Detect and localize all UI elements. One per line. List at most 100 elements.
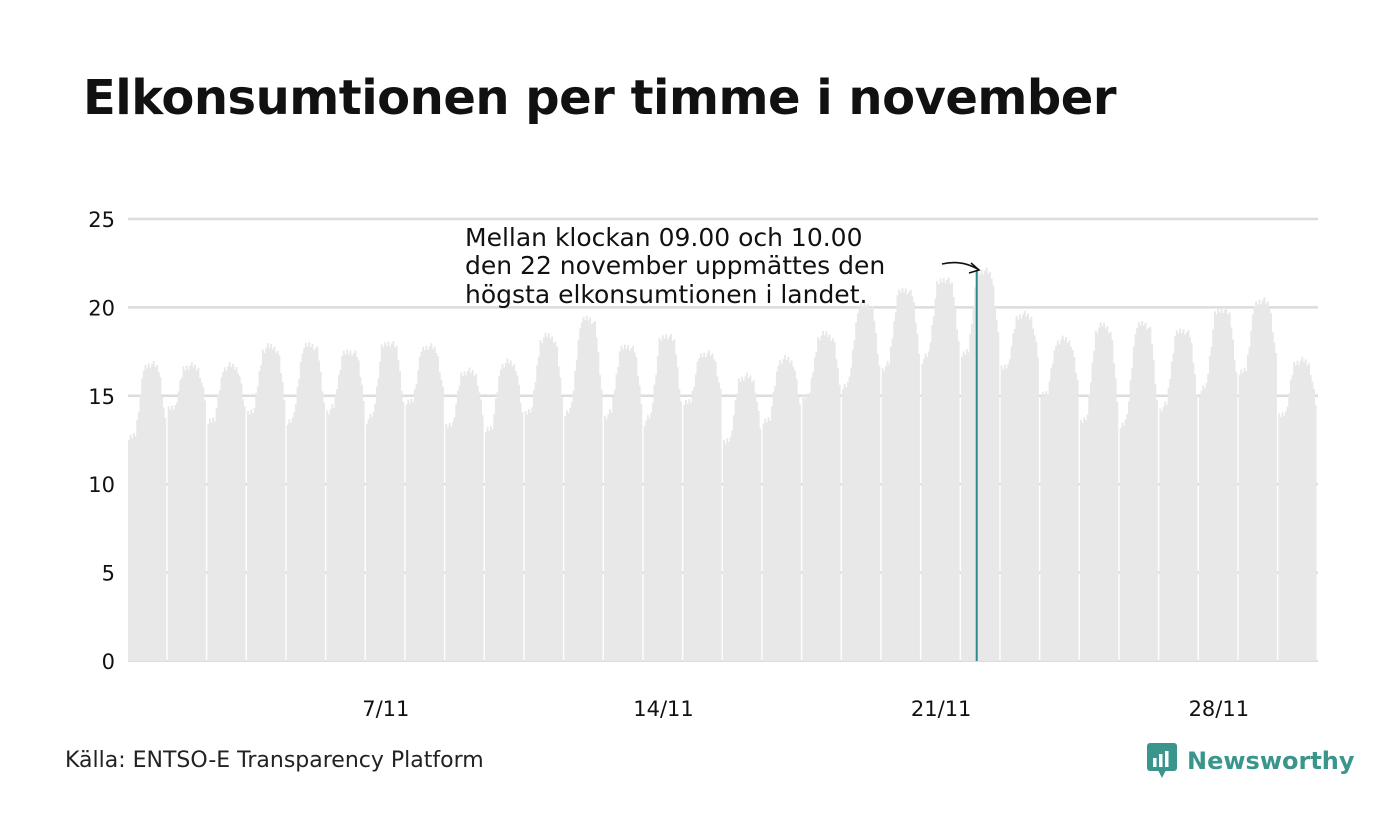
bar — [914, 322, 917, 661]
bar — [1232, 339, 1234, 661]
bar — [1189, 337, 1191, 661]
bar — [174, 405, 177, 661]
bar — [638, 385, 641, 661]
y-axis: 0 5 10 15 20 25 — [88, 208, 115, 674]
bar — [1245, 371, 1248, 661]
bar — [1241, 372, 1244, 661]
bar — [718, 382, 720, 661]
brand-name: Newsworthy — [1187, 747, 1355, 775]
bar — [1084, 420, 1087, 661]
bar — [152, 360, 155, 661]
bar — [151, 364, 154, 661]
bar — [846, 381, 849, 661]
bar — [146, 368, 149, 661]
bar — [283, 399, 286, 661]
bar — [1215, 314, 1218, 661]
bar — [1296, 360, 1299, 661]
bar — [175, 402, 178, 661]
bar — [556, 346, 558, 661]
bar — [1136, 328, 1139, 661]
bar — [627, 345, 630, 661]
bar — [680, 401, 682, 661]
bar — [131, 438, 134, 661]
bar — [407, 399, 410, 661]
bar — [1165, 404, 1168, 661]
bar — [504, 362, 507, 661]
bar — [217, 394, 220, 661]
bar — [613, 389, 616, 661]
bar — [595, 337, 598, 661]
bar — [1288, 393, 1291, 661]
bar — [1109, 331, 1112, 661]
bar — [876, 353, 879, 661]
bar — [289, 422, 292, 661]
bar — [194, 364, 197, 661]
bar — [521, 412, 524, 661]
bar — [696, 361, 699, 661]
bar — [903, 292, 906, 661]
bar — [415, 383, 418, 661]
bar — [751, 381, 753, 661]
bar — [881, 368, 884, 661]
bar — [805, 393, 808, 661]
bar — [628, 350, 631, 661]
bar — [514, 370, 517, 661]
bar — [956, 329, 958, 661]
bar — [853, 340, 856, 661]
bar — [827, 336, 830, 661]
bar — [653, 384, 656, 661]
bar — [600, 389, 603, 661]
bar — [1060, 339, 1063, 661]
bar — [729, 436, 732, 661]
bar — [585, 315, 588, 661]
bar — [190, 362, 193, 661]
bar — [349, 350, 352, 661]
bar — [476, 385, 479, 661]
bar — [1000, 365, 1003, 661]
bar — [303, 348, 306, 661]
bar — [787, 356, 790, 661]
bar — [916, 333, 919, 661]
bar — [622, 349, 625, 661]
bar — [1075, 372, 1077, 661]
bar — [232, 363, 235, 661]
bar — [519, 402, 522, 661]
bar — [666, 339, 669, 661]
bar — [341, 355, 344, 661]
bar — [736, 393, 739, 661]
bar — [1045, 391, 1048, 661]
bar — [989, 271, 991, 661]
bar — [891, 338, 894, 661]
bar — [389, 346, 392, 661]
y-tick-label: 0 — [102, 650, 115, 674]
bar — [830, 340, 833, 661]
bar — [308, 342, 311, 661]
bar — [531, 407, 534, 661]
bar — [1012, 333, 1015, 661]
bar — [1194, 374, 1196, 661]
bar — [1179, 328, 1182, 661]
bar — [1005, 368, 1008, 661]
bar — [280, 373, 282, 661]
bar — [1306, 365, 1309, 661]
bar — [1175, 330, 1178, 661]
bar — [1298, 364, 1301, 661]
bar — [1190, 343, 1193, 661]
bar — [417, 370, 420, 661]
bar — [298, 378, 301, 661]
bar — [384, 342, 387, 661]
bar — [1041, 392, 1044, 661]
bar — [676, 367, 679, 661]
bar — [1070, 346, 1072, 661]
bar — [177, 391, 180, 661]
bar — [549, 338, 552, 661]
bar — [359, 376, 362, 661]
bar — [1263, 297, 1266, 661]
bar — [1096, 333, 1099, 661]
bar — [825, 331, 828, 661]
bar — [270, 343, 273, 661]
bar — [964, 354, 967, 661]
bar — [422, 346, 425, 661]
bar — [759, 428, 762, 661]
annotation-arrow — [941, 261, 980, 271]
